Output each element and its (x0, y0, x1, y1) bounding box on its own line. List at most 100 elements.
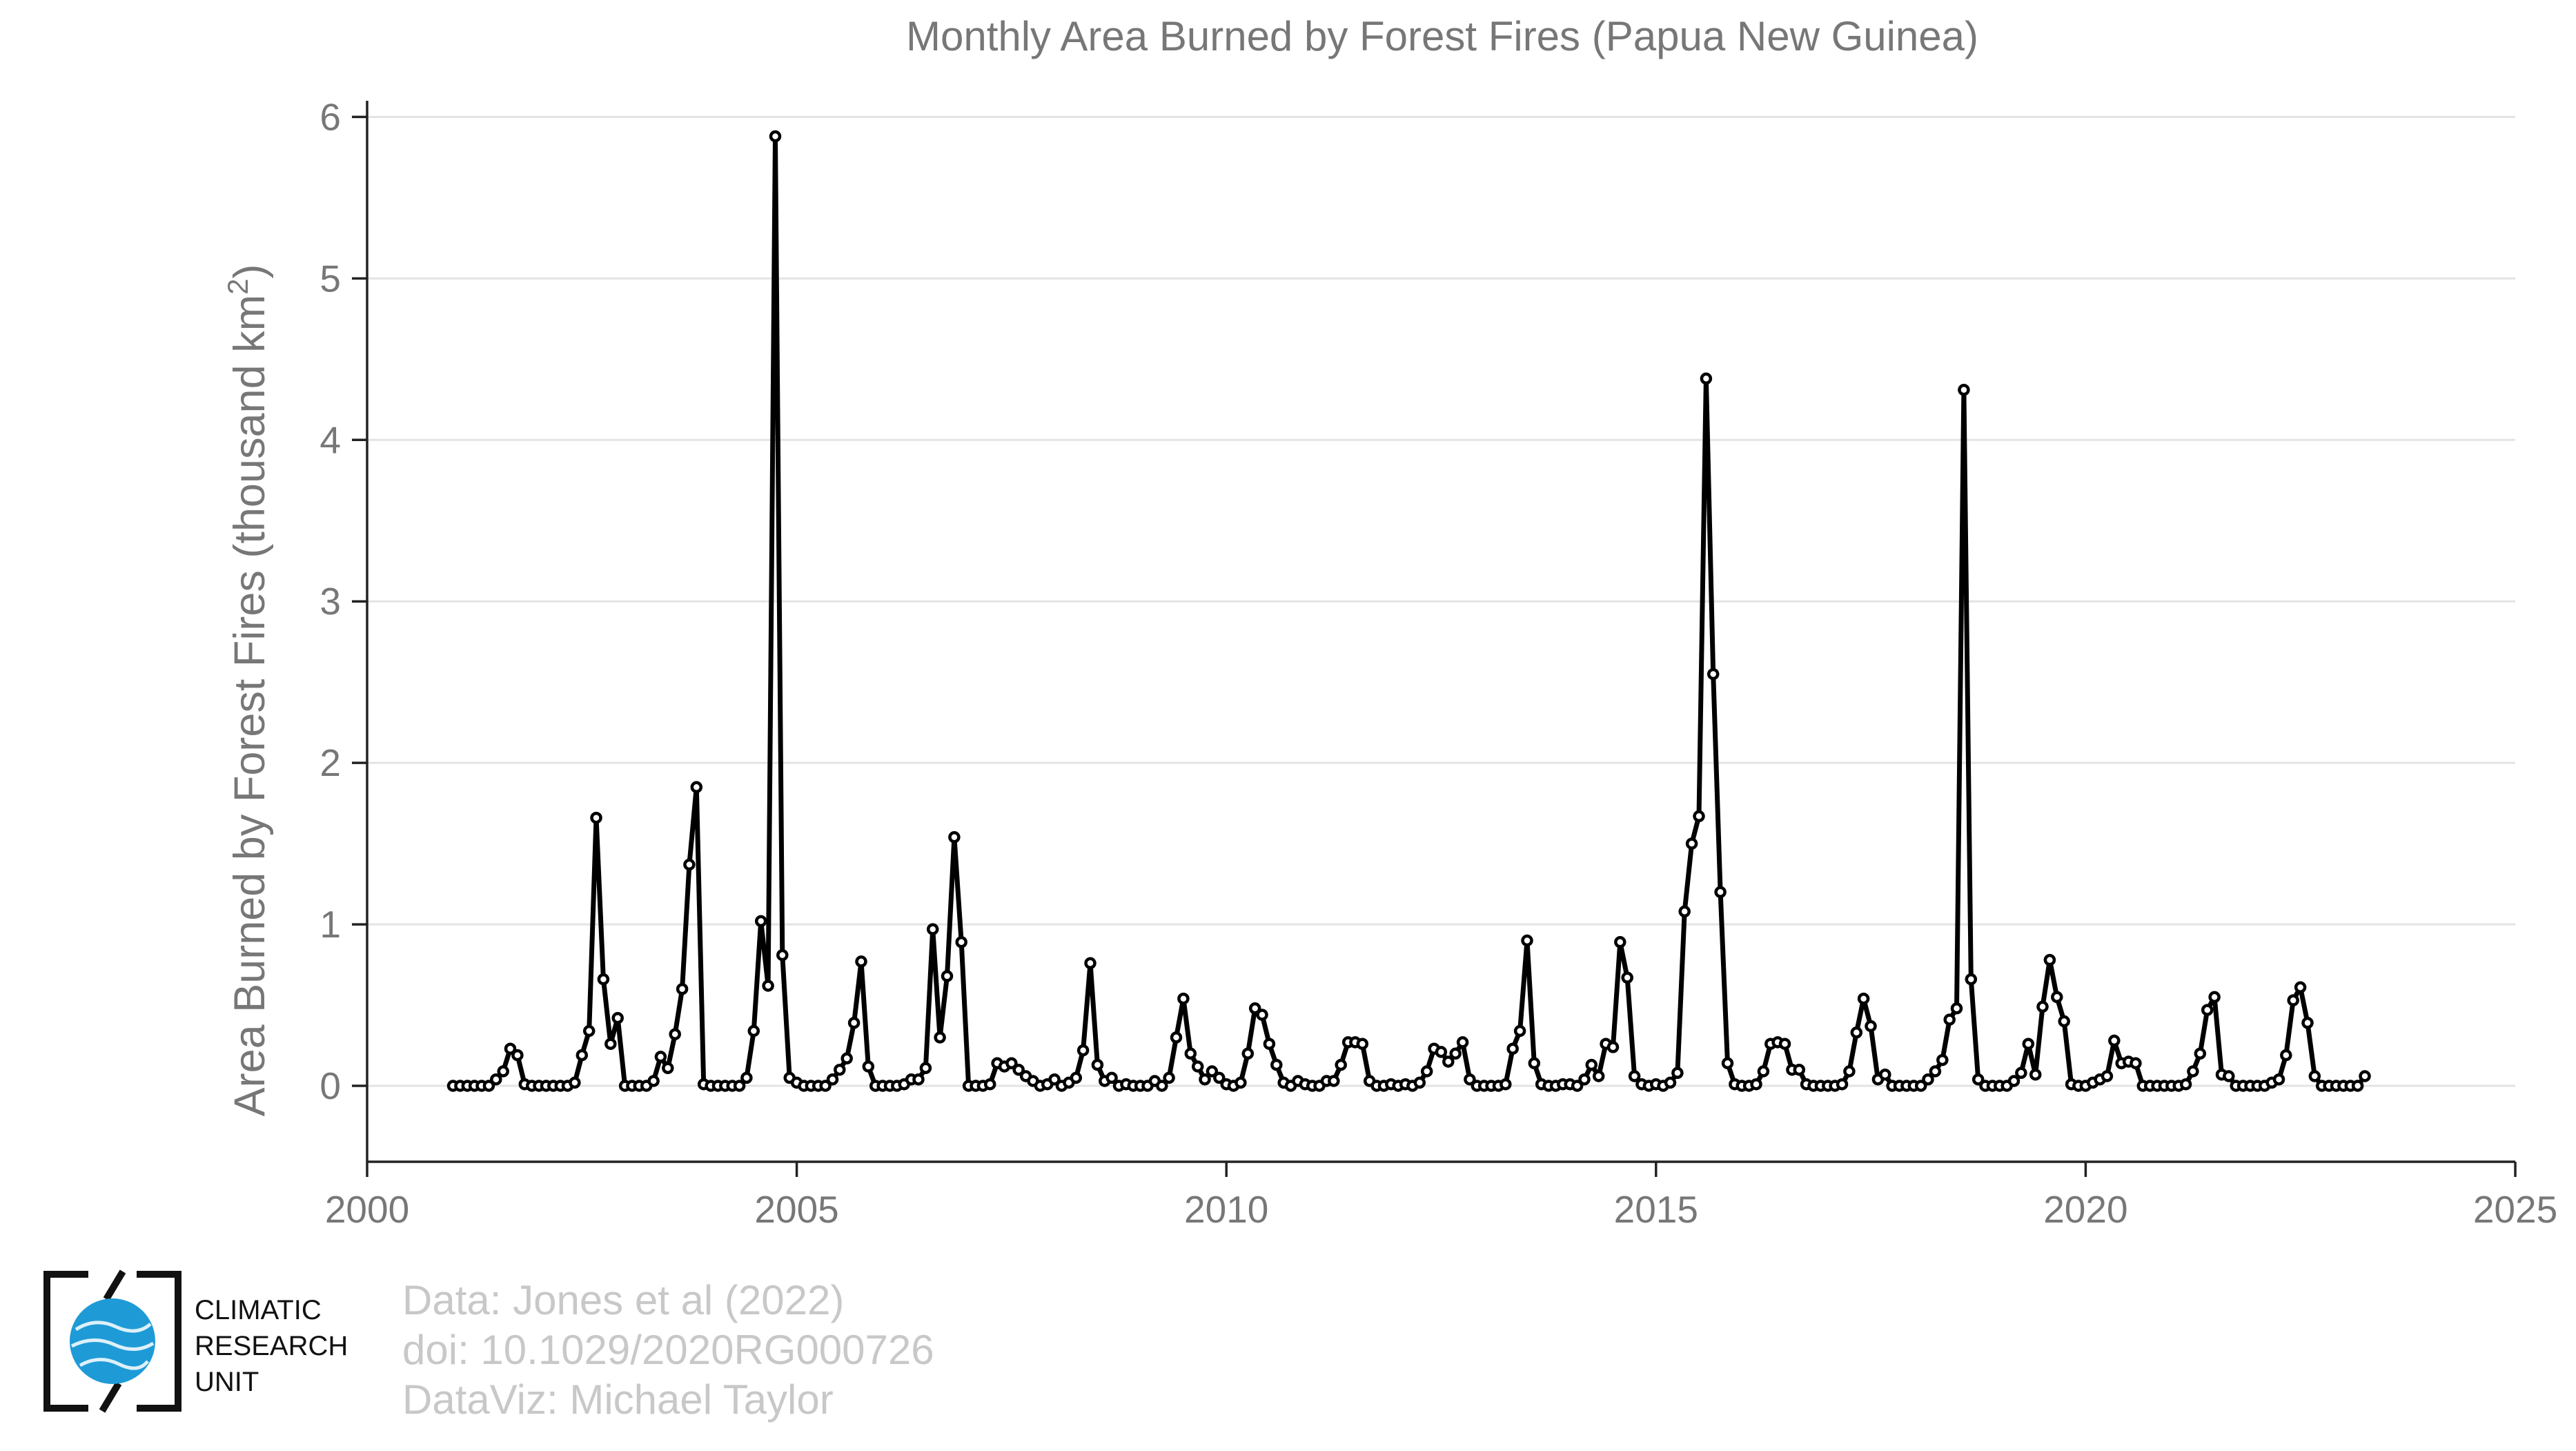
data-point (1420, 1065, 1433, 1078)
data-point (1936, 1053, 1949, 1067)
y-axis-label-main: Area Burned by Forest Fires (thousand km (226, 295, 274, 1117)
data-point (611, 1012, 624, 1024)
data-point (2359, 1070, 2371, 1082)
data-point (482, 1080, 495, 1092)
data-point (597, 973, 610, 986)
data-point (1958, 384, 1970, 396)
data-point (676, 982, 689, 995)
data-point (912, 1073, 925, 1086)
x-tick-label: 2010 (1184, 1188, 1268, 1231)
data-point (2051, 991, 2063, 1004)
data-point (569, 1076, 581, 1089)
data-point (590, 811, 602, 824)
data-point (1521, 934, 1533, 947)
data-point (819, 1080, 832, 1092)
data-point (497, 1065, 509, 1078)
data-point (2280, 1049, 2292, 1062)
data-point (1707, 668, 1720, 681)
data-point (1270, 1058, 1283, 1071)
data-point (2194, 1047, 2207, 1060)
data-point (740, 1071, 753, 1084)
data-point (847, 1017, 861, 1029)
data-point (2015, 1067, 2027, 1080)
logo-word-1: CLIMATIC (195, 1295, 322, 1325)
data-point (1714, 886, 1727, 899)
data-point (955, 936, 967, 948)
y-tick-label: 5 (319, 257, 341, 300)
data-point (926, 923, 939, 935)
x-tick-label: 2025 (2473, 1188, 2557, 1231)
data-point (1950, 1002, 1963, 1015)
data-point (2201, 1004, 2214, 1016)
globe-icon (70, 1298, 155, 1384)
data-point (2058, 1015, 2070, 1028)
data-point (2287, 994, 2299, 1006)
data-point (2036, 1000, 2049, 1013)
data-point (1156, 1080, 1168, 1092)
data-point (1084, 957, 1097, 970)
x-tick-label: 2015 (1614, 1188, 1698, 1231)
data-point (1464, 1073, 1476, 1086)
credit-data-source: Data: Jones et al (2022) (402, 1277, 845, 1323)
data-point (576, 1049, 589, 1062)
axes: 0 1 2 3 4 5 6 2000 2005 2010 2015 2020 2025 (319, 95, 2557, 1231)
data-point (1793, 1063, 1806, 1076)
y-tick-label: 4 (319, 418, 341, 461)
data-point (1070, 1071, 1083, 1084)
data-point (1456, 1036, 1469, 1049)
data-point (754, 915, 767, 928)
data-point (769, 130, 782, 143)
y-tick-label: 0 (319, 1064, 341, 1107)
data-point (669, 1028, 681, 1040)
data-point (654, 1051, 667, 1063)
y-tick-label: 6 (319, 95, 341, 138)
data-point (1500, 1078, 1512, 1091)
data-point (582, 1024, 596, 1038)
chart-title: Monthly Area Burned by Forest Fires (Pap… (906, 13, 1978, 59)
data-point (1965, 973, 1978, 986)
data-point (733, 1080, 746, 1092)
y-tick-label: 3 (319, 580, 341, 623)
data-point (1105, 1071, 1118, 1084)
svg-text:Area Burned by Forest Fires (t: Area Burned by Forest Fires (thousand km… (222, 264, 274, 1117)
y-tick-label: 1 (319, 903, 341, 946)
data-point (1943, 1013, 1956, 1026)
data-point (511, 1049, 524, 1062)
data-point (855, 955, 867, 968)
data-point (2043, 953, 2056, 966)
data-point (1850, 1026, 1863, 1039)
data-point (1076, 1044, 1090, 1057)
data-point (504, 1042, 517, 1055)
data-point (1700, 372, 1713, 385)
data-point (490, 1073, 502, 1086)
data-point (604, 1038, 617, 1050)
x-tick-label: 2000 (325, 1188, 409, 1231)
credit-dataviz: DataViz: Michael Taylor (402, 1376, 834, 1423)
data-point (1206, 1065, 1219, 1078)
data-point (1664, 1076, 1677, 1089)
data-point (2223, 1070, 2235, 1082)
data-point (1213, 1071, 1226, 1084)
y-axis-label: Area Burned by Forest Fires (thousand km… (222, 264, 274, 1117)
data-point (1585, 1058, 1598, 1071)
data-point (941, 970, 954, 982)
data-point (2208, 991, 2221, 1004)
data-point (1241, 1047, 1255, 1060)
data-point (1170, 1031, 1183, 1044)
data-point (1628, 1070, 1641, 1082)
data-point (1506, 1042, 1519, 1055)
data-point (2130, 1057, 2142, 1070)
data-point (826, 1073, 839, 1086)
data-point (2301, 1017, 2314, 1029)
data-point (1177, 992, 1190, 1005)
y-tick-label: 2 (319, 741, 341, 784)
data-point (1256, 1009, 1268, 1021)
data-point (1449, 1047, 1462, 1060)
data-point (1671, 1067, 1684, 1080)
data-point (1972, 1073, 1985, 1086)
data-point (1778, 1038, 1791, 1050)
x-tick-label: 2005 (754, 1188, 838, 1231)
data-point (1621, 971, 1633, 984)
data-point (747, 1024, 760, 1038)
data-point (1012, 1063, 1025, 1076)
